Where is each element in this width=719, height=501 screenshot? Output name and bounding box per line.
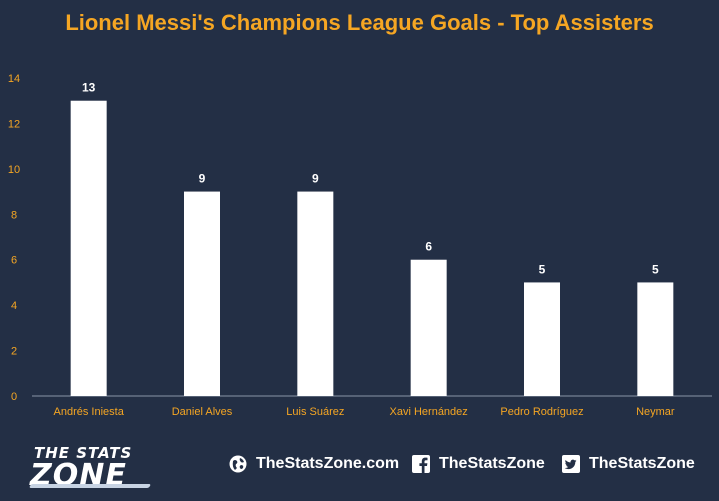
facebook-link[interactable]: TheStatsZone (412, 452, 545, 476)
x-tick-label: Xavi Hernández (390, 406, 468, 418)
x-tick-label: Neymar (636, 406, 675, 418)
bar (410, 259, 447, 396)
y-tick-label: 2 (11, 346, 17, 358)
twitter-icon (562, 455, 580, 473)
logo-swoosh (28, 484, 152, 488)
footer: THE STATS ZONE TheStatsZone.com TheStats… (0, 432, 719, 501)
x-tick-label: Daniel Alves (172, 406, 233, 418)
data-label: 9 (199, 172, 206, 186)
globe-icon (229, 455, 247, 473)
y-tick-label: 14 (8, 73, 20, 85)
bar (184, 191, 220, 396)
y-tick-label: 6 (11, 255, 17, 267)
x-tick-label: Pedro Rodríguez (500, 406, 583, 418)
x-tick-label: Luis Suárez (286, 406, 344, 418)
bar (70, 100, 107, 396)
data-label: 13 (82, 81, 96, 95)
twitter-link[interactable]: TheStatsZone (562, 452, 695, 476)
bar (637, 282, 674, 396)
bar (297, 191, 334, 396)
facebook-icon (412, 455, 430, 473)
website-text: TheStatsZone.com (256, 455, 400, 472)
data-label: 5 (539, 262, 546, 276)
y-tick-label: 12 (8, 118, 20, 130)
bar (524, 282, 560, 396)
x-tick-label: Andrés Iniesta (54, 406, 125, 418)
y-tick-label: 0 (11, 391, 17, 403)
logo-line1: THE STATS (34, 444, 133, 462)
facebook-text: TheStatsZone (439, 455, 545, 472)
y-tick-label: 4 (11, 300, 17, 312)
data-label: 9 (312, 172, 319, 186)
website-link[interactable]: TheStatsZone.com (229, 452, 399, 476)
the-stats-zone-logo: THE STATS ZONE (28, 440, 158, 493)
data-label: 6 (425, 240, 432, 254)
twitter-text: TheStatsZone (589, 455, 695, 472)
y-tick-label: 8 (11, 209, 17, 221)
data-label: 5 (652, 262, 659, 276)
chart-title: Lionel Messi's Champions League Goals - … (65, 10, 654, 35)
y-tick-label: 10 (8, 164, 20, 176)
bar-chart: 0 2 4 6 8 10 12 14 13 Andrés Iniesta 9 Daniel Alves… (8, 73, 712, 418)
